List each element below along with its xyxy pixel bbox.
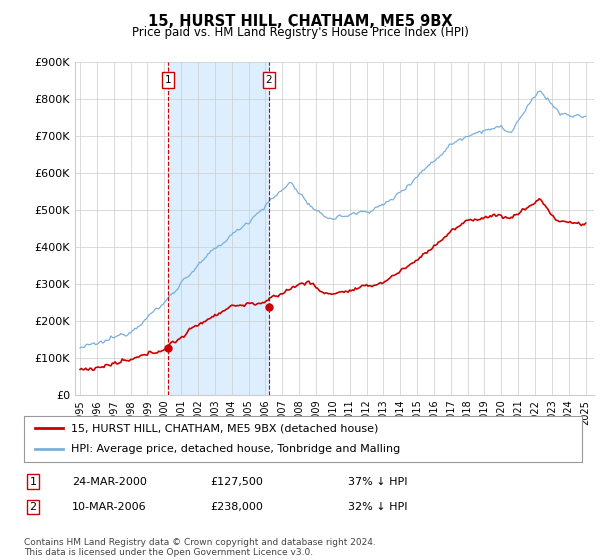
Bar xyxy=(168,62,269,395)
Text: 2: 2 xyxy=(265,75,272,85)
Text: £127,500: £127,500 xyxy=(210,477,263,487)
Text: HPI: Average price, detached house, Tonbridge and Malling: HPI: Average price, detached house, Tonb… xyxy=(71,445,401,455)
Text: 32% ↓ HPI: 32% ↓ HPI xyxy=(348,502,407,512)
Text: Contains HM Land Registry data © Crown copyright and database right 2024.
This d: Contains HM Land Registry data © Crown c… xyxy=(24,538,376,557)
Text: Price paid vs. HM Land Registry's House Price Index (HPI): Price paid vs. HM Land Registry's House … xyxy=(131,26,469,39)
Text: £238,000: £238,000 xyxy=(210,502,263,512)
Text: 37% ↓ HPI: 37% ↓ HPI xyxy=(348,477,407,487)
Text: 15, HURST HILL, CHATHAM, ME5 9BX: 15, HURST HILL, CHATHAM, ME5 9BX xyxy=(148,14,452,29)
Text: 24-MAR-2000: 24-MAR-2000 xyxy=(72,477,147,487)
Text: 15, HURST HILL, CHATHAM, ME5 9BX (detached house): 15, HURST HILL, CHATHAM, ME5 9BX (detach… xyxy=(71,423,379,433)
Text: 1: 1 xyxy=(165,75,172,85)
Text: 1: 1 xyxy=(29,477,37,487)
Text: 10-MAR-2006: 10-MAR-2006 xyxy=(72,502,146,512)
Text: 2: 2 xyxy=(29,502,37,512)
